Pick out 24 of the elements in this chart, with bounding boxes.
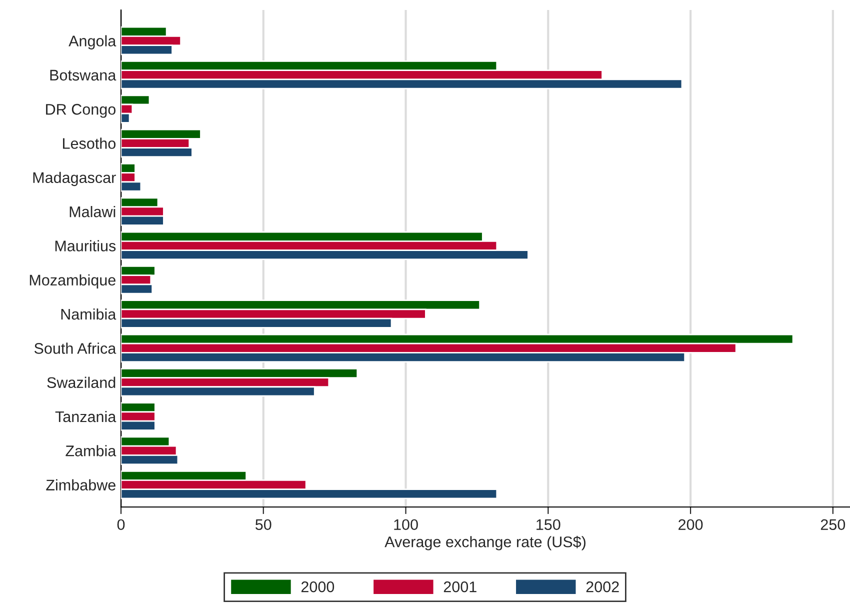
y-tick-label: Mauritius [55, 240, 116, 252]
y-tick-label: Zambia [66, 445, 116, 456]
y-tick-label: Namibia [61, 308, 116, 320]
x-axis-title: Average exchange rate (US$) [384, 536, 586, 550]
y-tick-label: South Africa [34, 342, 116, 354]
x-tick-label: 100 [394, 519, 418, 530]
y-tick-label: Malawi [70, 206, 116, 218]
legend-label: 2001 [444, 581, 476, 592]
y-tick-label: Zimbabwe [46, 479, 116, 490]
x-tick-label: 150 [536, 519, 560, 530]
x-tick-label: 50 [256, 519, 272, 530]
legend-label: 2000 [301, 581, 334, 592]
y-tick-label: Swaziland [47, 376, 116, 388]
x-tick-label: 250 [820, 519, 846, 530]
y-tick-label: Botswana [50, 70, 116, 81]
y-tick-label: DR Congo [46, 104, 116, 118]
x-tick-label: 200 [678, 519, 703, 530]
x-tick-label: 0 [117, 519, 125, 530]
legend-label: 2002 [586, 581, 619, 592]
y-tick-label: Lesotho [63, 138, 116, 149]
y-tick-label: Angola [68, 35, 116, 50]
y-tick-label: Mozambique [30, 274, 116, 289]
y-tick-label: Madagascar [33, 172, 116, 186]
y-tick-label: Tanzania [55, 410, 116, 422]
